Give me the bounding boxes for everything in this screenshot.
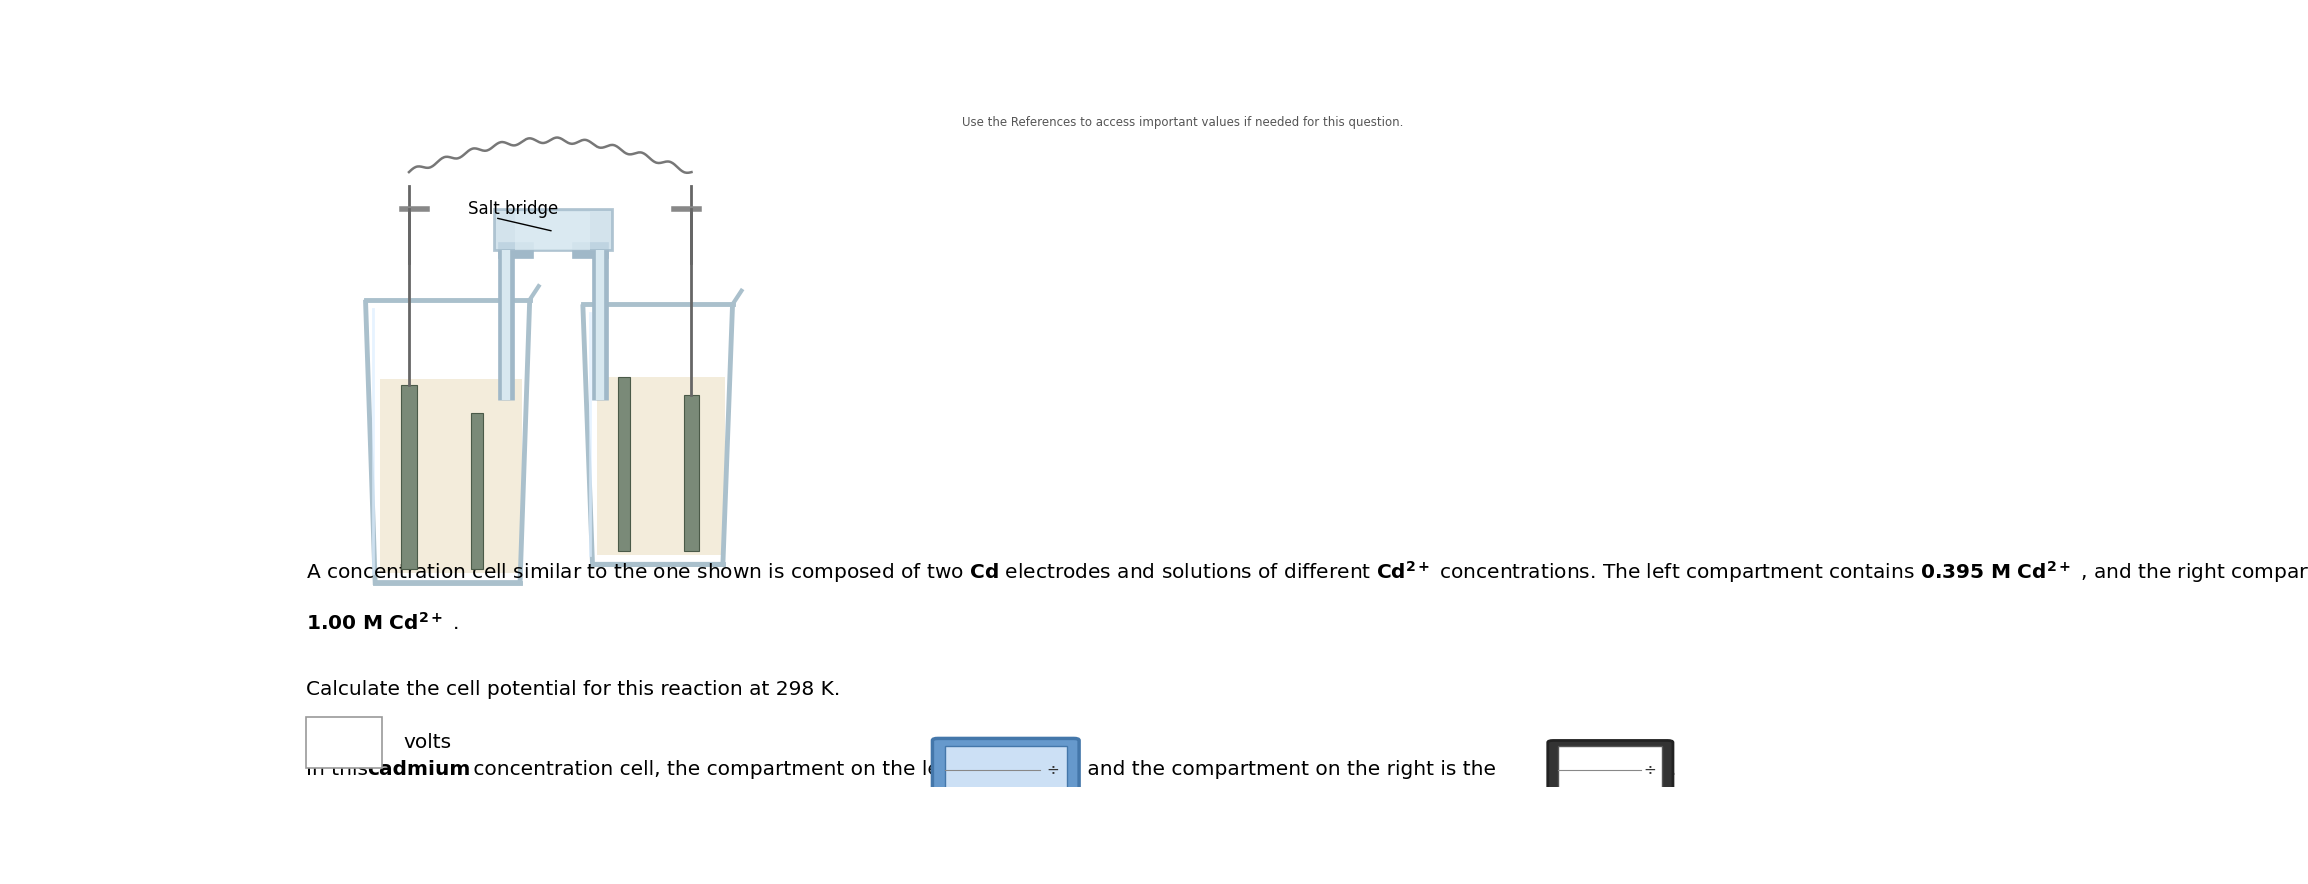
- Polygon shape: [515, 212, 591, 249]
- Polygon shape: [494, 209, 612, 249]
- Text: In this: In this: [307, 760, 374, 779]
- Text: Calculate the cell potential for this reaction at 298 K.: Calculate the cell potential for this re…: [307, 680, 840, 699]
- Polygon shape: [381, 379, 522, 574]
- Text: $\mathbf{1.00\ M\ Cd^{2+}}$ .: $\mathbf{1.00\ M\ Cd^{2+}}$ .: [307, 613, 459, 634]
- Text: ÷: ÷: [1643, 762, 1657, 777]
- Bar: [683, 395, 699, 551]
- Text: ÷: ÷: [1046, 762, 1059, 777]
- Text: concentration cell, the compartment on the left is the: concentration cell, the compartment on t…: [466, 760, 1018, 779]
- Polygon shape: [598, 377, 725, 555]
- FancyBboxPatch shape: [1558, 746, 1662, 794]
- Text: Salt bridge: Salt bridge: [469, 200, 559, 217]
- Text: volts: volts: [404, 733, 450, 752]
- FancyBboxPatch shape: [1549, 741, 1673, 799]
- Text: Use the References to access important values if needed for this question.: Use the References to access important v…: [962, 117, 1403, 129]
- Bar: [471, 413, 482, 569]
- Text: A concentration cell similar to the one shown is composed of two $\mathbf{Cd}$ e: A concentration cell similar to the one …: [307, 560, 2308, 585]
- Bar: [619, 377, 630, 551]
- Text: cadmium: cadmium: [367, 760, 471, 779]
- FancyBboxPatch shape: [944, 746, 1066, 794]
- Text: and the compartment on the right is the: and the compartment on the right is the: [1080, 760, 1496, 779]
- Text: .: .: [1669, 760, 1676, 779]
- FancyBboxPatch shape: [307, 717, 381, 768]
- FancyBboxPatch shape: [932, 738, 1080, 801]
- Bar: [402, 385, 418, 569]
